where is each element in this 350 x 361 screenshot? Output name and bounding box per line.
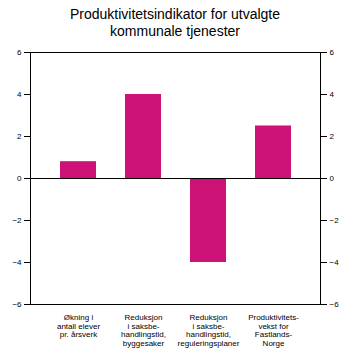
svg-text:Reduksjoni saksbe-handlingstid: Reduksjoni saksbe-handlingstid,byggesake…	[121, 312, 166, 347]
svg-text:Produktivitets-vekst forFastla: Produktivitets-vekst forFastlands-Norge	[248, 312, 299, 347]
svg-text:Økning iantall eleverpr. årsve: Økning iantall eleverpr. årsverk	[57, 312, 100, 339]
svg-text:−2: −2	[330, 216, 340, 225]
svg-text:4: 4	[330, 90, 335, 99]
html-text:Produktivitetsindikator for ut: Produktivitetsindikator for utvalgte kom…	[69, 6, 280, 39]
svg-text:2: 2	[330, 132, 335, 141]
svg-text:0: 0	[17, 174, 22, 183]
svg-text:2: 2	[17, 132, 22, 141]
svg-text:−6: −6	[12, 300, 22, 309]
svg-text:4: 4	[17, 90, 22, 99]
svg-text:0: 0	[330, 174, 335, 183]
svg-text:−4: −4	[12, 258, 22, 267]
svg-text:Reduksjoni saksbe-handlingstid: Reduksjoni saksbe-handlingstid,regulerin…	[178, 312, 240, 347]
svg-text:6: 6	[330, 48, 335, 57]
svg-text:6: 6	[17, 48, 22, 57]
svg-text:−6: −6	[330, 300, 340, 309]
svg-text:−4: −4	[330, 258, 340, 267]
svg-text:−2: −2	[12, 216, 22, 225]
